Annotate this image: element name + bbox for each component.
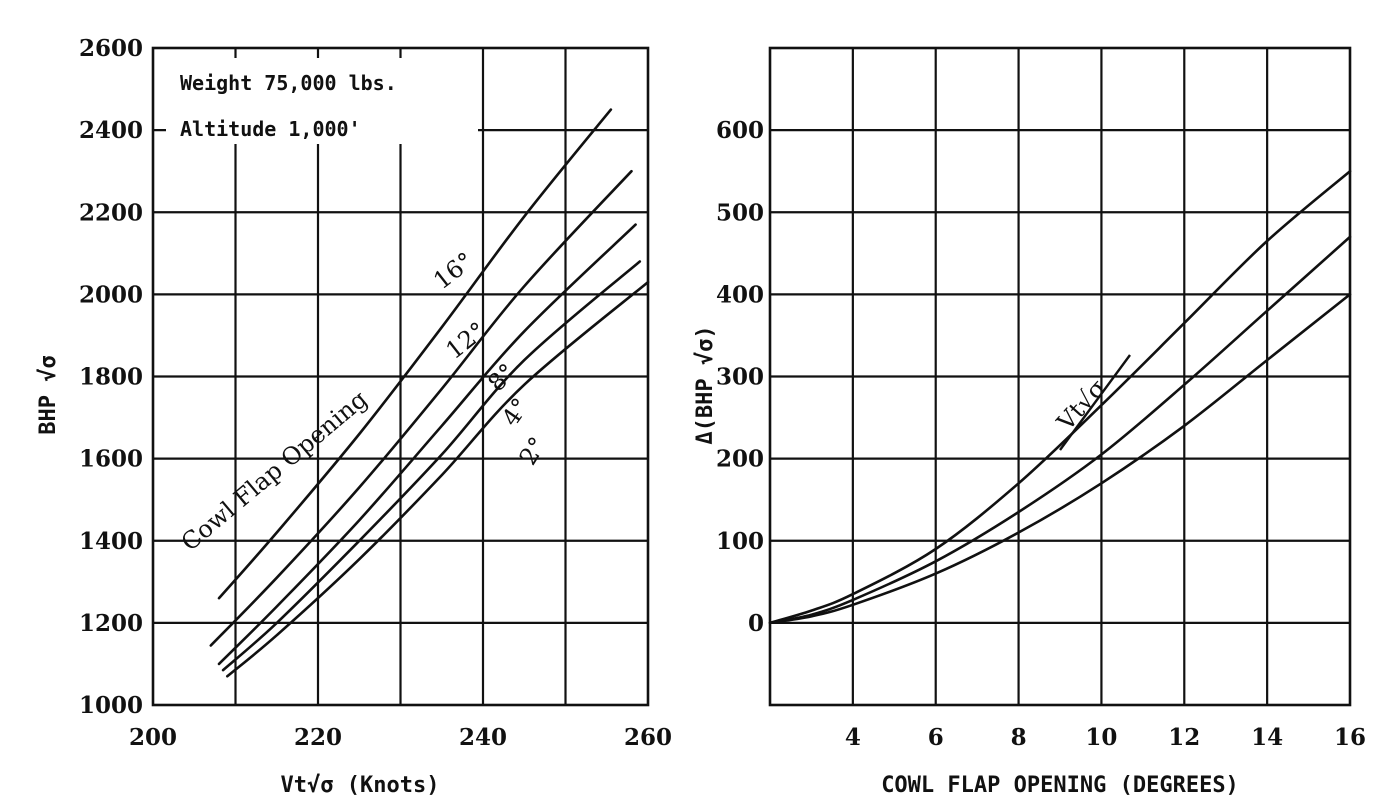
left-y-tick-label: 2000 bbox=[79, 281, 143, 308]
right-y-tick-label: 200 bbox=[716, 446, 764, 473]
left-x-axis-title: Vt√σ (Knots) bbox=[281, 773, 440, 798]
right-curve bbox=[768, 235, 1352, 625]
right-x-ticks: 4 6 8 10 12 14 16 bbox=[845, 724, 1366, 751]
left-curve bbox=[209, 169, 633, 647]
right-x-tick-label: 10 bbox=[1085, 724, 1117, 751]
weight-annotation: Weight 75,000 lbs. bbox=[180, 71, 397, 95]
right-x-tick-label: 6 bbox=[928, 724, 944, 751]
right-y-tick-label: 300 bbox=[716, 364, 764, 391]
left-x-tick-label: 220 bbox=[294, 724, 342, 751]
left-curve bbox=[217, 108, 613, 600]
left-curve-labels: 16°12°8°4°2° bbox=[428, 247, 552, 470]
right-curve bbox=[768, 169, 1352, 625]
right-y-ticks: 0 100 200 300 400 500 600 bbox=[716, 117, 764, 637]
left-y-ticks: 1000 1200 1400 1600 1800 2000 2200 2400 2600 bbox=[79, 35, 143, 719]
right-x-tick-label: 14 bbox=[1251, 724, 1283, 751]
right-curves bbox=[768, 169, 1352, 625]
left-x-ticks: 200 220 240 260 bbox=[129, 724, 672, 751]
left-y-tick-label: 2400 bbox=[79, 117, 143, 144]
left-y-tick-label: 1600 bbox=[79, 446, 143, 473]
right-grid bbox=[770, 48, 1350, 705]
left-curve bbox=[217, 223, 637, 666]
right-plot-frame bbox=[768, 46, 1352, 707]
cowl-flap-opening-label: Cowl Flap Opening bbox=[176, 385, 373, 557]
altitude-annotation: Altitude 1,000' bbox=[180, 117, 361, 141]
left-curve bbox=[221, 260, 642, 672]
left-x-tick-label: 240 bbox=[459, 724, 507, 751]
right-y-tick-label: 100 bbox=[716, 528, 764, 555]
left-x-tick-label: 200 bbox=[129, 724, 177, 751]
left-x-tick-label: 260 bbox=[624, 724, 672, 751]
left-y-tick-label: 1200 bbox=[79, 610, 143, 637]
right-x-tick-label: 4 bbox=[845, 724, 861, 751]
left-y-tick-label: 2600 bbox=[79, 35, 143, 62]
left-curve-label: 8° bbox=[482, 358, 521, 397]
right-y-axis-title: Δ(BHP √σ) bbox=[693, 325, 718, 444]
left-y-tick-label: 1400 bbox=[79, 528, 143, 555]
left-y-tick-label: 1000 bbox=[79, 692, 143, 719]
left-y-tick-label: 2200 bbox=[79, 199, 143, 226]
right-y-tick-label: 0 bbox=[748, 610, 764, 637]
right-y-tick-label: 500 bbox=[716, 199, 764, 226]
left-y-axis-title: BHP √σ bbox=[36, 355, 61, 434]
left-curve-label: 4° bbox=[496, 393, 535, 431]
left-grid bbox=[153, 48, 648, 705]
left-y-tick-label: 1800 bbox=[79, 364, 143, 391]
left-plot-frame bbox=[151, 46, 650, 707]
left-curve-label: 2° bbox=[514, 432, 552, 470]
right-y-tick-label: 400 bbox=[716, 281, 764, 308]
right-x-tick-label: 8 bbox=[1011, 724, 1027, 751]
right-y-tick-label: 600 bbox=[716, 117, 764, 144]
right-x-axis-title: COWL FLAP OPENING (DEGREES) bbox=[881, 773, 1239, 798]
annotation-backdrop bbox=[166, 58, 478, 144]
speed-label-leader bbox=[1059, 354, 1131, 451]
right-x-tick-label: 12 bbox=[1168, 724, 1200, 751]
right-x-tick-label: 16 bbox=[1334, 724, 1366, 751]
left-curve bbox=[226, 280, 650, 678]
left-curves bbox=[209, 108, 650, 678]
bhp-vs-speed-chart: 200 220 240 260 1000 1200 1400 1600 1800 2000 220… bbox=[36, 35, 672, 798]
right-curve bbox=[768, 293, 1352, 625]
